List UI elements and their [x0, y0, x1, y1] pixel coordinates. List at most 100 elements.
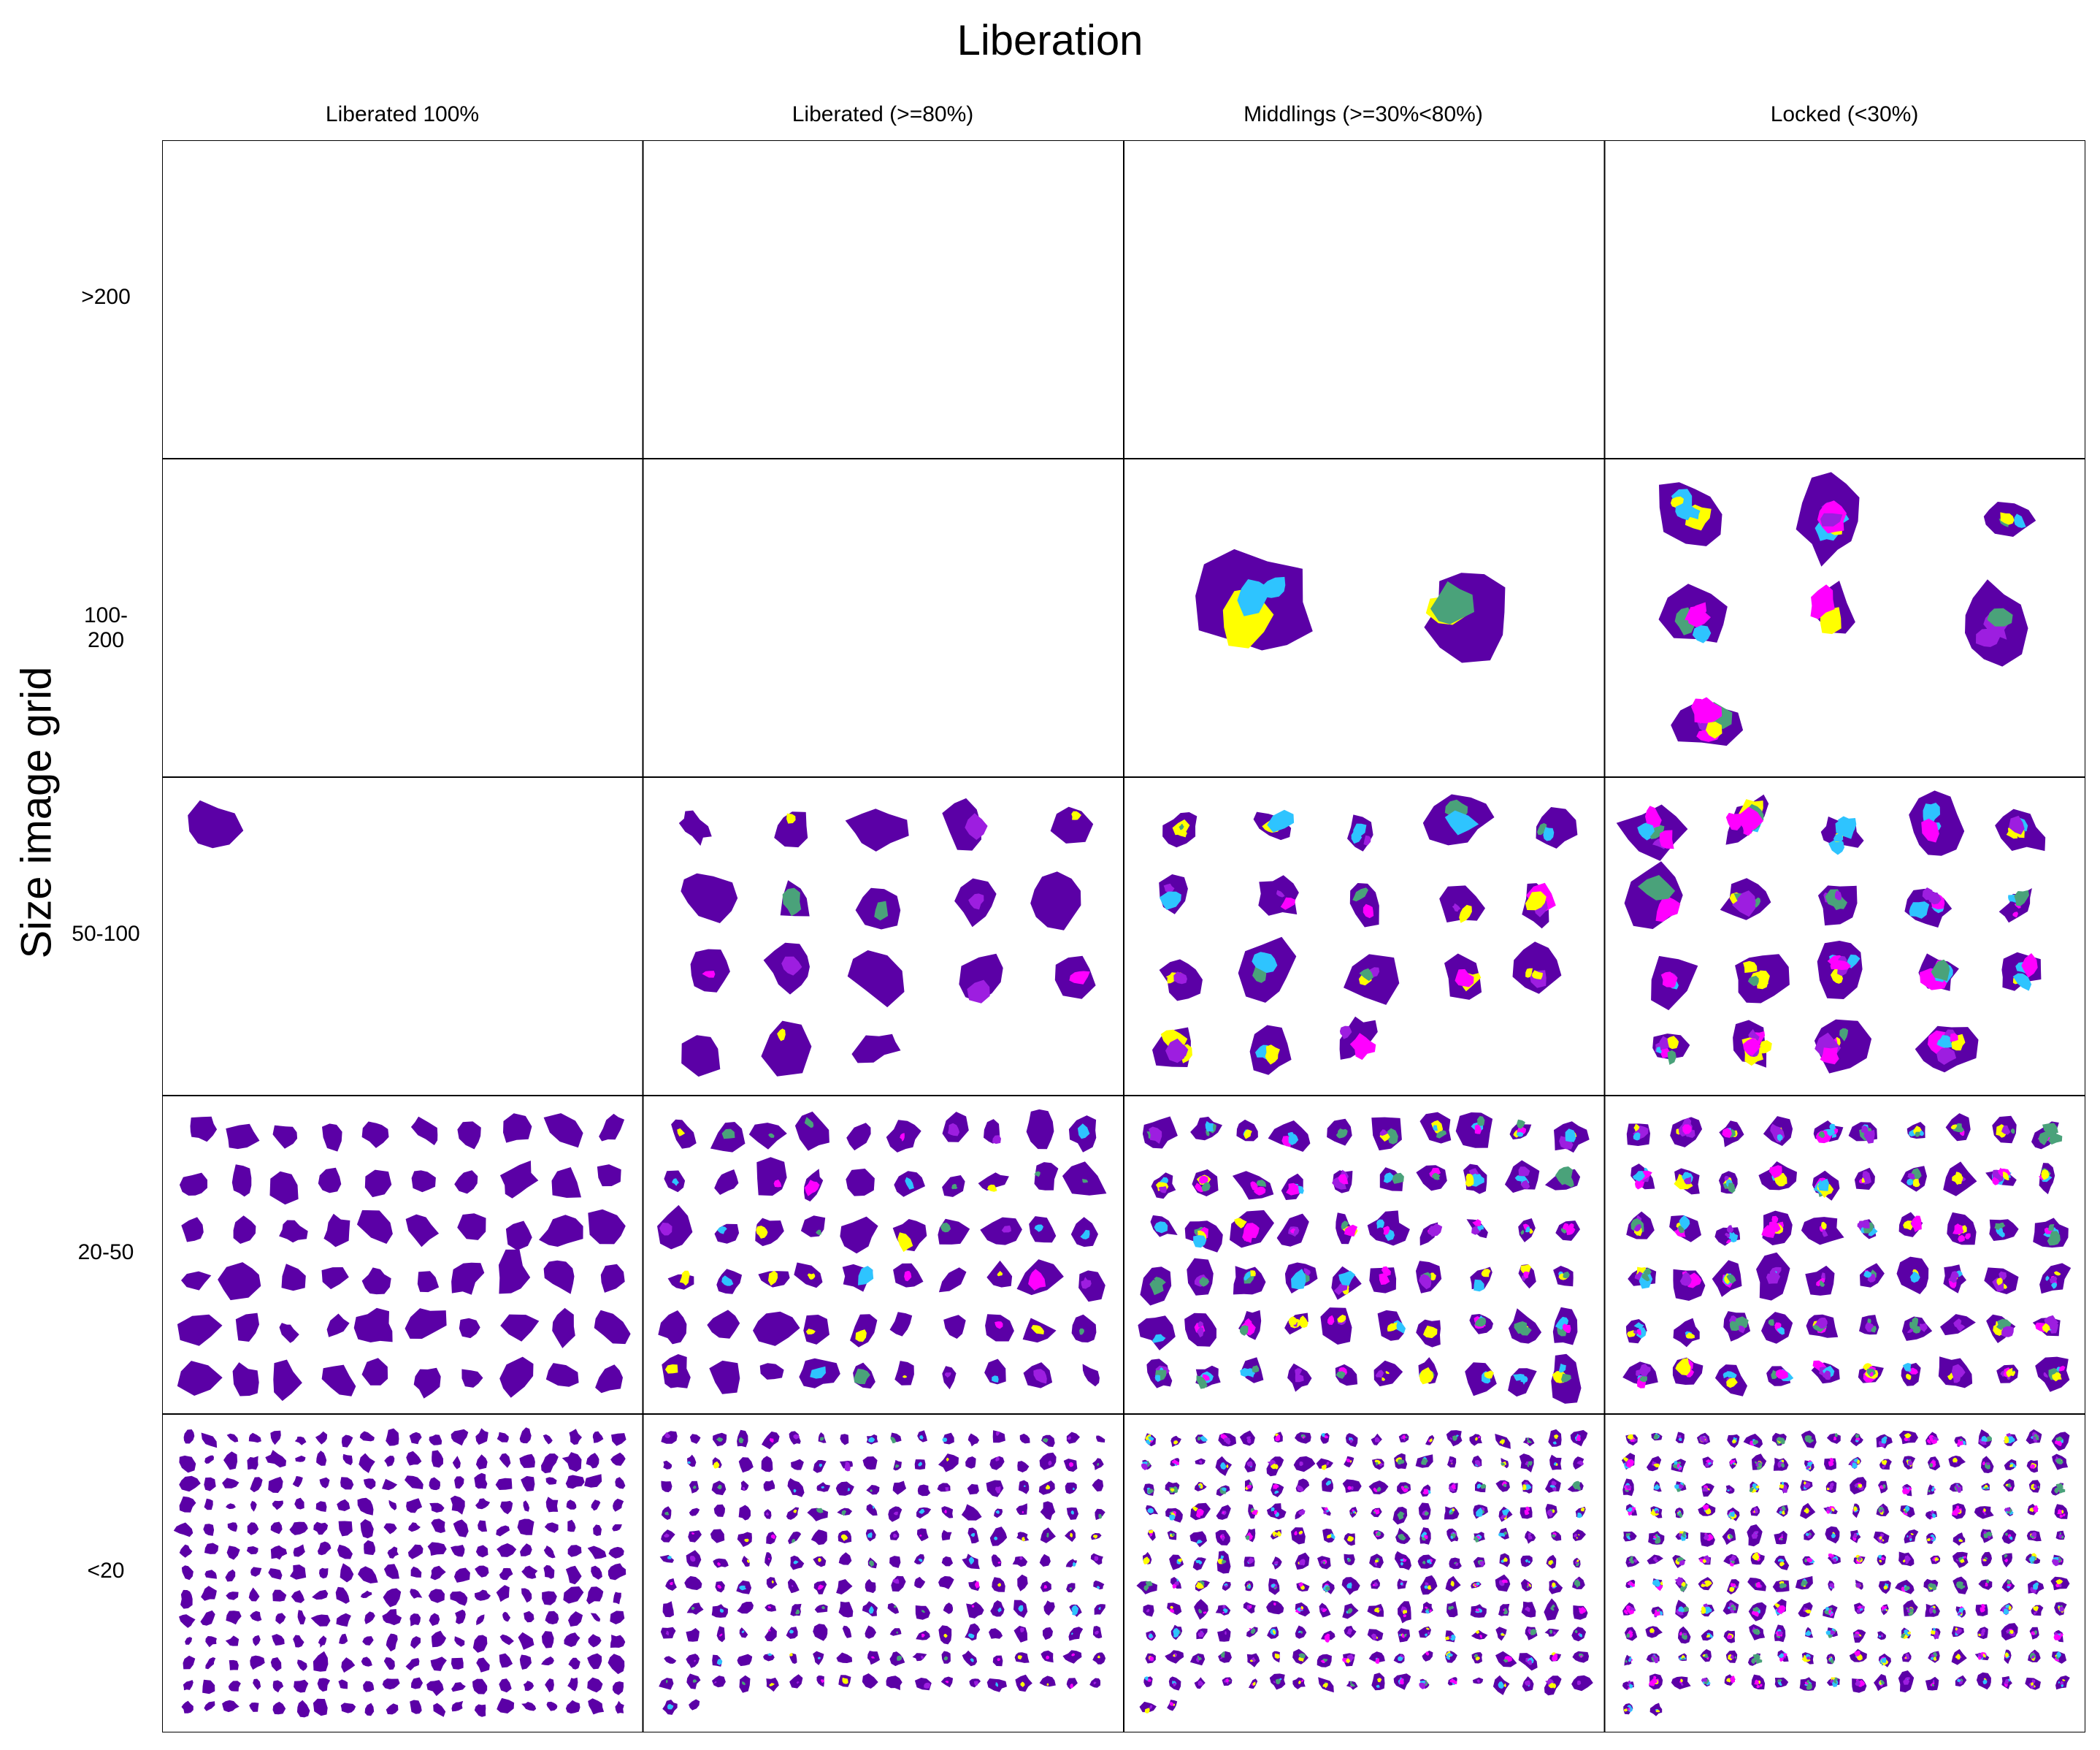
row-label-50-100: 50-100 — [72, 922, 140, 946]
particle-inclusion — [1176, 1578, 1179, 1582]
particle-inclusion — [1730, 1231, 1739, 1242]
particle-inclusion — [1774, 1603, 1780, 1608]
particle-inclusion — [1450, 1535, 1453, 1540]
particle-inclusion — [1096, 1463, 1100, 1466]
particle-inclusion — [1403, 1485, 1409, 1489]
particle-inclusion — [2043, 1372, 2048, 1378]
particle-inclusion — [1221, 1536, 1225, 1542]
particle-inclusion — [1931, 1510, 1934, 1514]
particle-inclusion — [1830, 960, 1852, 971]
particle — [595, 1364, 623, 1394]
particle — [759, 1363, 784, 1380]
particle — [1039, 1676, 1056, 1687]
particle-inclusion — [2033, 1505, 2038, 1513]
particle-inclusion — [2059, 1606, 2064, 1612]
particle — [252, 1635, 261, 1646]
particle — [272, 1634, 285, 1646]
particle-inclusion — [1933, 1605, 1936, 1609]
particle — [568, 1657, 580, 1670]
particle — [383, 1564, 399, 1579]
particle — [610, 1610, 625, 1624]
particle-inclusion — [1952, 1366, 1961, 1378]
particle-inclusion — [1374, 1437, 1379, 1443]
particle-inclusion — [1752, 1552, 1760, 1561]
particle — [499, 1634, 514, 1646]
particle-inclusion — [667, 1704, 674, 1710]
particle-inclusion — [1675, 1608, 1684, 1616]
particle-inclusion — [1173, 1486, 1179, 1494]
particle-inclusion — [1633, 1559, 1638, 1563]
particle-inclusion — [1653, 1535, 1658, 1539]
particle-inclusion — [847, 1487, 850, 1491]
particle-inclusion — [742, 1681, 746, 1686]
particle-inclusion — [1931, 1516, 1934, 1518]
particle-inclusion — [951, 1183, 958, 1190]
particle — [569, 1429, 582, 1445]
particle-inclusion — [1303, 1268, 1311, 1276]
particle-inclusion — [1286, 1182, 1300, 1196]
particle-inclusion — [1450, 1581, 1455, 1586]
particle-inclusion — [1476, 1582, 1480, 1586]
particle-inclusion — [1675, 501, 1693, 521]
particle-inclusion — [1197, 1321, 1204, 1327]
particle — [410, 1677, 424, 1689]
particle — [429, 1502, 445, 1513]
particle-inclusion — [1294, 1531, 1298, 1536]
particle-inclusion — [713, 1461, 720, 1469]
particle-inclusion — [1273, 1483, 1279, 1490]
particle — [270, 1430, 281, 1445]
particle-inclusion — [1520, 1264, 1531, 1275]
col-header-liberated-80: Liberated (>=80%) — [792, 102, 974, 126]
particle-inclusion — [1803, 1582, 1806, 1586]
particle-inclusion — [1752, 1610, 1759, 1617]
particle — [313, 1521, 329, 1535]
particle — [689, 1508, 700, 1516]
particle-inclusion — [1728, 1182, 1735, 1189]
particle-inclusion — [2055, 1440, 2062, 1447]
particle — [597, 1164, 621, 1187]
particle-inclusion — [2041, 1169, 2050, 1180]
particle-inclusion — [1806, 1680, 1809, 1684]
particle-inclusion — [965, 813, 988, 840]
particle-inclusion — [1884, 1605, 1887, 1609]
particle-inclusion — [1324, 1435, 1329, 1439]
particle — [836, 1579, 853, 1595]
particle-inclusion — [1379, 1129, 1388, 1136]
particle-inclusion — [1901, 1633, 1906, 1639]
particle — [917, 1484, 931, 1497]
particle-inclusion — [1225, 1631, 1227, 1635]
particle-inclusion — [1482, 1507, 1485, 1511]
particle-inclusion — [1376, 1684, 1380, 1688]
particle — [838, 1601, 854, 1618]
particle-inclusion — [1406, 1436, 1408, 1439]
particle — [1465, 1362, 1497, 1396]
particle-inclusion — [1147, 1508, 1154, 1514]
particle-inclusion — [1425, 1582, 1430, 1586]
particle-inclusion — [1503, 1608, 1507, 1611]
particle — [738, 1457, 754, 1473]
particle — [984, 1359, 1006, 1385]
particle-inclusion — [1375, 1369, 1384, 1378]
particle — [429, 1613, 440, 1627]
particle-inclusion — [768, 1270, 778, 1286]
particle-inclusion — [1701, 1436, 1706, 1440]
particle-inclusion — [1829, 1123, 1836, 1130]
particle-inclusion — [1565, 1128, 1576, 1142]
particle — [741, 1556, 750, 1567]
particle-inclusion — [1775, 1369, 1789, 1380]
particle-inclusion — [1098, 1607, 1101, 1610]
particle-inclusion — [1479, 1635, 1482, 1638]
particle-inclusion — [1953, 1223, 1964, 1234]
particle-image-grid — [162, 140, 2085, 1732]
particle-inclusion — [1471, 1174, 1484, 1187]
particle-inclusion — [1033, 1369, 1047, 1384]
particle — [517, 1518, 534, 1535]
particle — [457, 1213, 486, 1240]
particle-inclusion — [1503, 1531, 1507, 1535]
particle-inclusion — [1649, 1627, 1655, 1633]
particle-inclusion — [1302, 1562, 1306, 1566]
particle — [353, 1307, 393, 1342]
particle-inclusion — [1829, 1482, 1834, 1488]
particle — [218, 1262, 261, 1301]
particle — [990, 1600, 1005, 1617]
